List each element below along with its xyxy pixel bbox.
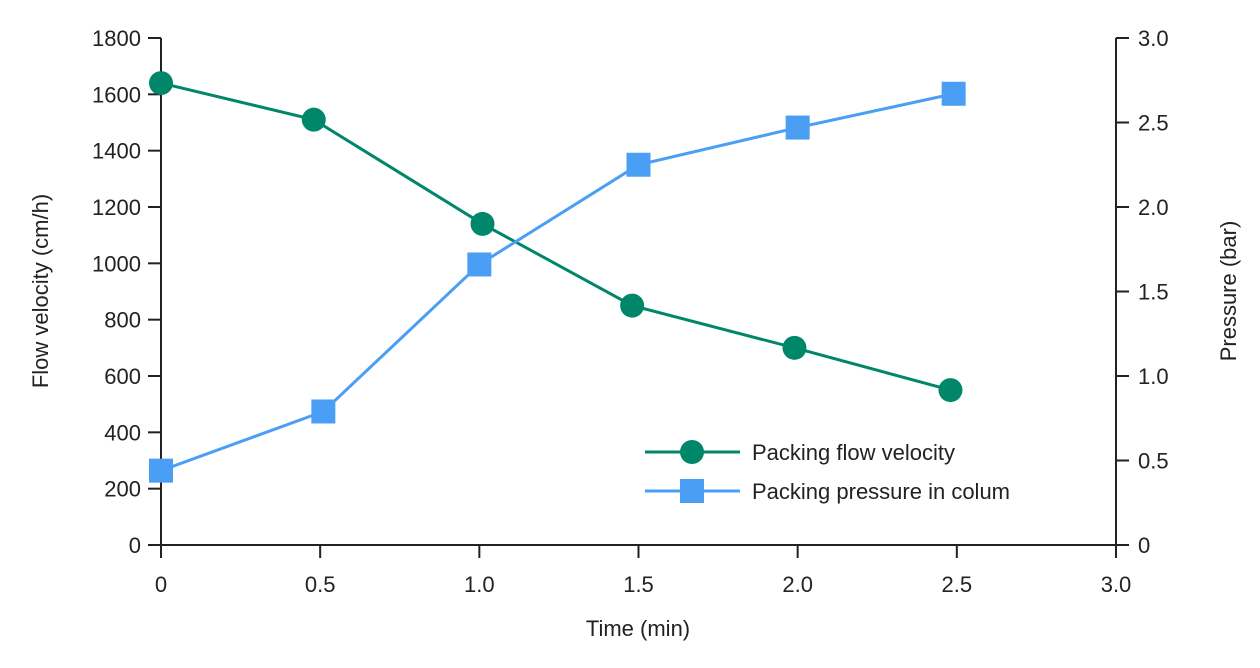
y-tick-label: 1600 bbox=[92, 82, 141, 107]
square-point bbox=[941, 81, 966, 106]
y-tick-label: 600 bbox=[104, 364, 141, 389]
y2-tick-label: 0.5 bbox=[1138, 449, 1169, 474]
legend-label: Packing pressure in colum bbox=[752, 479, 1010, 504]
circle-point bbox=[301, 107, 326, 132]
y-tick-label: 400 bbox=[104, 420, 141, 445]
y-tick-label: 200 bbox=[104, 477, 141, 502]
x-tick-label: 0.5 bbox=[305, 572, 336, 597]
y2-tick-label: 3.0 bbox=[1138, 26, 1169, 51]
y2-tick-label: 1.0 bbox=[1138, 364, 1169, 389]
y2-axis-label: Pressure (bar) bbox=[1216, 221, 1241, 362]
circle-point bbox=[470, 211, 495, 236]
y-tick-label: 1800 bbox=[92, 26, 141, 51]
square-point bbox=[149, 458, 173, 483]
x-tick-label: 1.5 bbox=[623, 572, 654, 597]
x-tick-label: 0 bbox=[155, 572, 167, 597]
x-tick-label: 2.0 bbox=[782, 572, 813, 597]
y-tick-label: 1200 bbox=[92, 195, 141, 220]
legend: Packing flow velocity Packing pressure in… bbox=[645, 440, 1010, 504]
legend-label: Packing flow velocity bbox=[752, 440, 955, 465]
y-axis-label: Flow velocity (cm/h) bbox=[28, 194, 53, 388]
legend-marker-square bbox=[680, 479, 704, 503]
x-axis-label: Time (min) bbox=[586, 616, 690, 641]
square-point bbox=[626, 152, 651, 177]
y-tick-label: 0 bbox=[129, 533, 141, 558]
circle-point bbox=[782, 335, 807, 360]
x-tick-label: 3.0 bbox=[1101, 572, 1132, 597]
x-tick-label: 1.0 bbox=[464, 572, 495, 597]
y-tick-label: 800 bbox=[104, 308, 141, 333]
series-line-0 bbox=[160, 81, 951, 392]
y2-tick-label: 1.5 bbox=[1138, 280, 1169, 305]
series-layer bbox=[149, 71, 966, 483]
y-tick-label: 1400 bbox=[92, 139, 141, 164]
circle-point bbox=[620, 293, 645, 318]
circle-point bbox=[149, 71, 173, 96]
x-tick-label: 2.5 bbox=[942, 572, 973, 597]
circle-point bbox=[938, 378, 963, 403]
y2-tick-label: 2.5 bbox=[1138, 111, 1169, 136]
square-point bbox=[785, 115, 810, 140]
series-line-1 bbox=[160, 92, 954, 473]
square-point bbox=[467, 252, 492, 277]
y2-tick-label: 0 bbox=[1138, 533, 1150, 558]
y2-tick-label: 2.0 bbox=[1138, 195, 1169, 220]
square-point bbox=[311, 399, 336, 424]
legend-marker-circle bbox=[680, 440, 704, 464]
axes: 0 200 400 600 800 1000 1200 1400 1600 1800 0 0.5 1.0… bbox=[92, 26, 1169, 597]
y-tick-label: 1000 bbox=[92, 251, 141, 276]
